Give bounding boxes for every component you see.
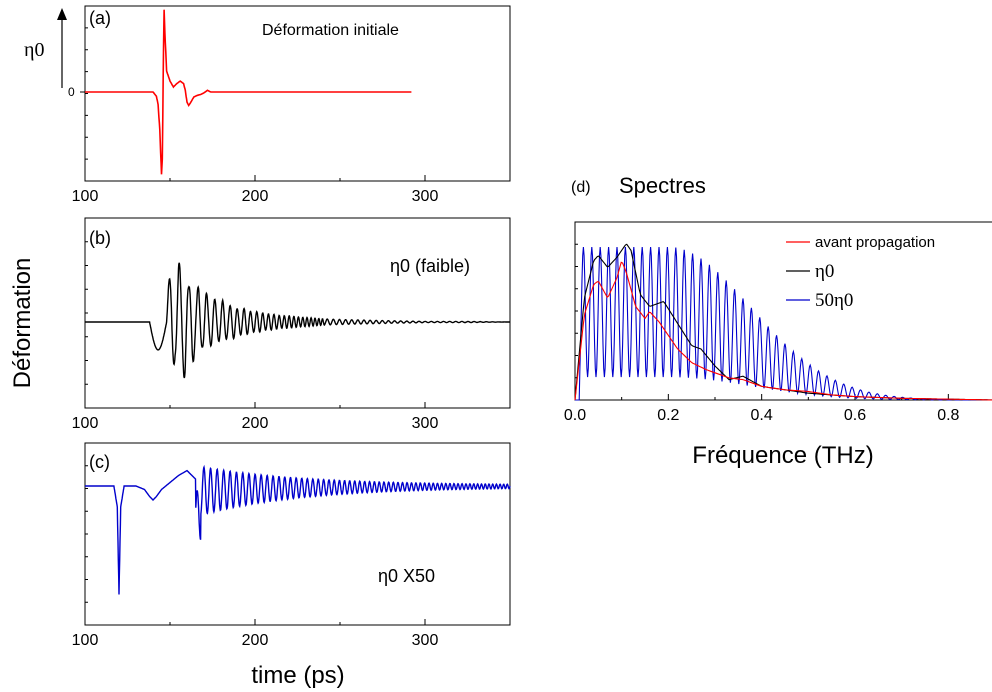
panel-d-series-50eta	[575, 246, 992, 401]
panel-b-series	[85, 262, 510, 379]
xtick-label: 100	[72, 632, 99, 649]
panel-a: (a) Déformation initiale η0 0 100 200 300	[24, 5, 511, 205]
figure-ylabel: Déformation	[9, 258, 36, 389]
xtick-label: 100	[72, 188, 99, 205]
panel-a-ylabel: η0	[24, 39, 44, 61]
panel-a-zero-tick: 0	[68, 85, 75, 99]
panel-a-annotation: Déformation initiale	[262, 22, 399, 39]
panel-c: (c) η0 X50 100 200 300	[72, 442, 511, 649]
xtick-label: 0.8	[937, 407, 959, 424]
panel-c-series	[85, 464, 511, 595]
legend-label-eta: η0	[815, 261, 834, 282]
panel-d-title: Spectres	[619, 173, 706, 198]
panel-a-xaxis: 100 200 300	[72, 27, 439, 205]
xtick-label: 0.2	[657, 407, 679, 424]
panel-d-series-avant	[574, 261, 992, 401]
panel-d: (d) Spectres 0.0 0.2 0.4 0.6 0.8 avant propa…	[564, 173, 992, 469]
panel-b-xaxis: 100 200 300	[72, 241, 439, 432]
panel-a-series	[85, 9, 412, 175]
figure-xlabel: time (ps)	[251, 662, 344, 689]
panel-b-annotation: η0 (faible)	[390, 256, 470, 276]
panel-a-label: (a)	[89, 8, 111, 28]
xtick-label: 0.0	[564, 407, 586, 424]
panel-c-frame	[84, 442, 511, 626]
legend-label-50eta: 50η0	[815, 290, 853, 311]
panel-b: (b) η0 (faible) 100 200 300	[72, 217, 511, 432]
panel-a-arrowhead	[57, 8, 67, 20]
panel-d-label: (d)	[571, 179, 591, 196]
panel-d-legend: avant propagation η0 50η0	[786, 234, 935, 311]
legend-label-avant: avant propagation	[815, 234, 935, 251]
panel-d-xlabel: Fréquence (THz)	[692, 442, 873, 469]
xtick-label: 300	[412, 188, 439, 205]
panel-c-xaxis: 100 200 300	[72, 465, 439, 649]
panel-b-label: (b)	[89, 228, 111, 248]
xtick-label: 0.4	[751, 407, 773, 424]
panel-d-xaxis: 0.0 0.2 0.4 0.6 0.8	[564, 243, 960, 424]
xtick-label: 200	[242, 415, 269, 432]
xtick-label: 100	[72, 415, 99, 432]
xtick-label: 200	[242, 188, 269, 205]
xtick-label: 300	[412, 632, 439, 649]
panel-b-frame	[84, 217, 511, 409]
xtick-label: 200	[242, 632, 269, 649]
panel-c-annotation: η0 X50	[378, 566, 435, 586]
xtick-label: 300	[412, 415, 439, 432]
panel-c-label: (c)	[89, 452, 110, 472]
xtick-label: 0.6	[844, 407, 866, 424]
